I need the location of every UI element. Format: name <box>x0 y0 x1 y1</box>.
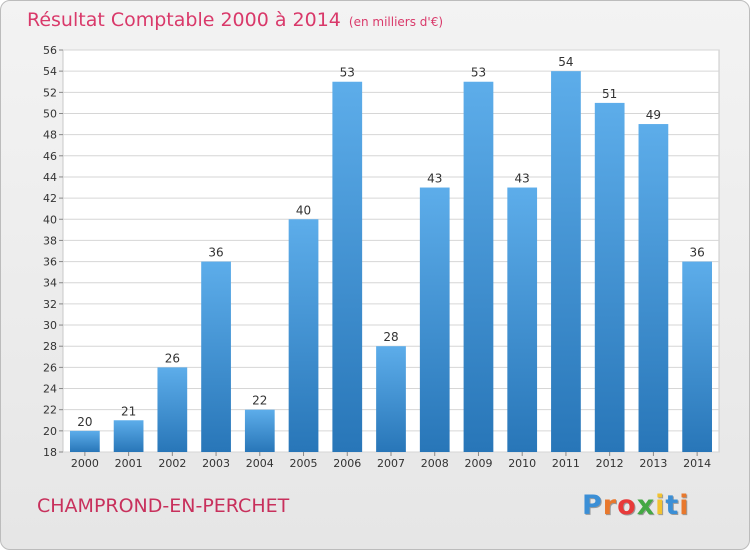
bar-value-label: 53 <box>471 66 486 80</box>
y-tick-label: 36 <box>43 256 57 269</box>
logo-letter: o <box>617 490 637 521</box>
x-axis: 2000 2001 2002 2003 2004 2005 2006 2007 2008 2009… <box>71 452 711 470</box>
x-tick-label: 2000 <box>71 457 99 470</box>
bar-value-label: 53 <box>340 66 355 80</box>
bar-2007 <box>376 346 406 452</box>
bar-2002 <box>157 367 188 452</box>
bar-2004 <box>244 409 275 452</box>
x-tick-label: 2013 <box>639 457 667 470</box>
bar-2003 <box>201 261 231 452</box>
y-tick-label: 34 <box>43 277 57 290</box>
logo-letter: r <box>602 490 618 521</box>
bar-value-label: 36 <box>689 246 704 260</box>
y-tick-label: 44 <box>43 171 57 184</box>
bar-2001 <box>113 420 144 452</box>
x-tick-label: 2004 <box>246 457 274 470</box>
y-tick-label: 50 <box>43 107 57 120</box>
x-tick-label: 2003 <box>202 457 230 470</box>
y-tick-label: 48 <box>43 129 57 142</box>
bar-value-label: 20 <box>77 415 92 429</box>
bar-2005 <box>288 219 319 452</box>
bar-value-label: 28 <box>383 330 398 344</box>
bar-2006 <box>332 81 363 452</box>
commune-name: CHAMPROND-EN-PERCHET <box>37 495 290 517</box>
bar-value-label: 51 <box>602 87 617 101</box>
y-tick-label: 32 <box>43 298 57 311</box>
bar-value-label: 26 <box>165 351 180 365</box>
chart-title-text: Résultat Comptable 2000 à 2014 <box>27 9 341 31</box>
y-tick-label: 30 <box>43 319 57 332</box>
y-tick-label: 26 <box>43 361 57 374</box>
bar-2008 <box>419 187 450 453</box>
bar-2009 <box>463 81 494 452</box>
x-tick-label: 2011 <box>552 457 580 470</box>
bar-value-label: 43 <box>427 172 442 186</box>
bar-value-label: 43 <box>515 172 530 186</box>
y-axis: 18 20 22 24 26 28 30 32 34 36 38 40 42 44 46 48 50 52 54 56 <box>43 44 63 459</box>
logo-letter: P <box>582 490 603 521</box>
bar-value-label: 36 <box>208 246 223 260</box>
x-tick-label: 2014 <box>683 457 711 470</box>
logo-letter: i <box>655 490 666 521</box>
y-tick-label: 20 <box>43 425 57 438</box>
bar-2000 <box>69 430 100 452</box>
x-tick-label: 2001 <box>115 457 143 470</box>
bar-value-label: 22 <box>252 394 267 408</box>
y-tick-label: 28 <box>43 340 57 353</box>
x-tick-label: 2012 <box>596 457 624 470</box>
proxiti-logo[interactable]: Proxiti <box>582 490 690 521</box>
bars: 20 21 26 36 22 40 53 28 43 53 43 54 51 49 36 <box>69 55 713 453</box>
logo-letter: x <box>636 490 656 521</box>
bar-2012 <box>594 102 625 452</box>
y-tick-label: 18 <box>43 446 57 459</box>
bar-2011 <box>551 71 581 452</box>
x-tick-label: 2008 <box>421 457 449 470</box>
x-tick-label: 2005 <box>290 457 318 470</box>
bar-value-label: 49 <box>646 108 661 122</box>
x-tick-label: 2006 <box>333 457 361 470</box>
y-tick-label: 52 <box>43 86 57 99</box>
x-tick-label: 2002 <box>158 457 186 470</box>
y-tick-label: 56 <box>43 44 57 57</box>
y-tick-label: 38 <box>43 234 57 247</box>
chart-subtitle: (en milliers d'€) <box>348 15 444 29</box>
bar-2014 <box>682 261 713 452</box>
logo-letter: t <box>665 490 680 521</box>
chart-title: Résultat Comptable 2000 à 2014 (en millie… <box>27 9 443 31</box>
y-tick-label: 40 <box>43 213 57 226</box>
logo-letter: i <box>679 490 690 521</box>
bar-2010 <box>507 187 538 453</box>
bar-value-label: 40 <box>296 203 311 217</box>
y-tick-label: 54 <box>43 65 57 78</box>
y-tick-label: 24 <box>43 383 57 396</box>
x-tick-label: 2007 <box>377 457 405 470</box>
bar-value-label: 54 <box>558 55 573 69</box>
bar-2013 <box>638 124 669 452</box>
y-tick-label: 46 <box>43 150 57 163</box>
y-tick-label: 42 <box>43 192 57 205</box>
y-tick-label: 22 <box>43 404 57 417</box>
x-tick-label: 2010 <box>508 457 536 470</box>
bar-value-label: 21 <box>121 404 136 418</box>
x-tick-label: 2009 <box>464 457 492 470</box>
